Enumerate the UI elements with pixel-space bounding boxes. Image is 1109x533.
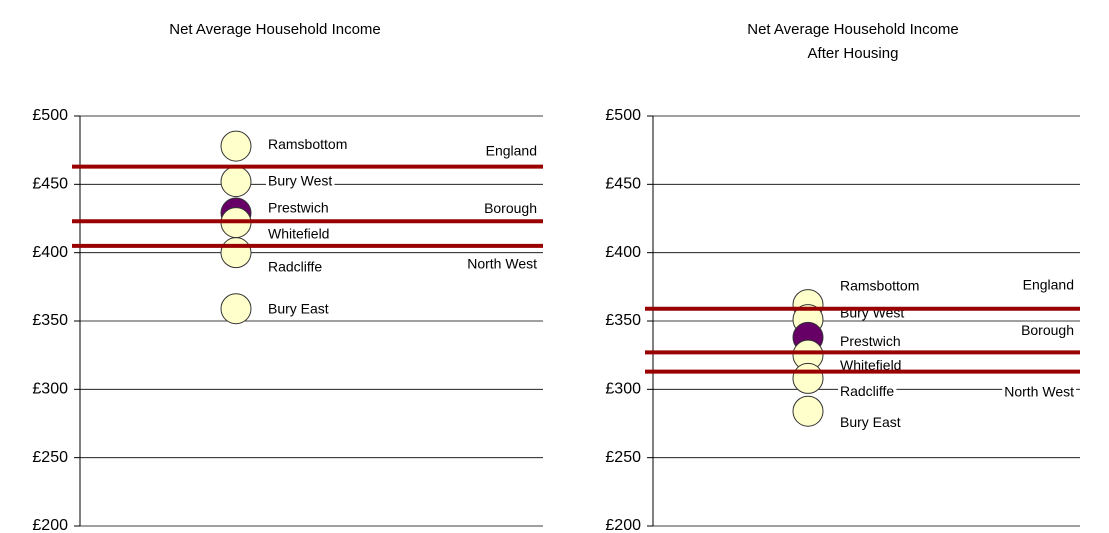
label-background: [838, 383, 897, 400]
reference-label: North West: [467, 256, 537, 272]
chart-title: Net Average Household Income: [169, 21, 381, 38]
label-background: [266, 258, 325, 275]
point-label: Ramsbottom: [840, 277, 919, 293]
label-background: [838, 333, 903, 350]
point-label: Whitefield: [268, 225, 329, 241]
data-point: [220, 293, 252, 325]
reference-label: North West: [1004, 383, 1074, 399]
reference-label: Borough: [1021, 322, 1074, 338]
label-background: [838, 277, 922, 294]
y-tick-label: £350: [32, 312, 68, 329]
label-background: [465, 255, 540, 272]
label-background: [266, 172, 335, 189]
point-label: Prestwich: [268, 200, 329, 216]
reference-label: England: [486, 142, 537, 158]
point-label: Bury East: [840, 414, 901, 430]
data-point: [792, 395, 824, 427]
label-background: [482, 199, 539, 216]
label-background: [483, 142, 539, 159]
label-background: [266, 225, 332, 242]
label-background: [1020, 276, 1076, 293]
label-background: [838, 413, 903, 430]
y-tick-label: £400: [32, 244, 68, 261]
label-background: [266, 135, 350, 152]
y-tick-label: £400: [605, 244, 641, 261]
point-label: Bury West: [268, 172, 332, 188]
reference-label: Borough: [484, 200, 537, 216]
point-label: Radcliffe: [840, 383, 894, 399]
point-label: Whitefield: [840, 357, 901, 373]
label-background: [1019, 322, 1076, 339]
label-background: [838, 356, 904, 373]
point-label: Radcliffe: [268, 258, 322, 274]
chart-title: Net Average Household Income: [747, 21, 959, 38]
y-tick-label: £250: [32, 449, 68, 466]
label-background: [266, 199, 331, 216]
point-label: Bury East: [268, 300, 329, 316]
data-point: [792, 362, 824, 394]
y-tick-label: £500: [32, 107, 68, 124]
data-point: [220, 237, 252, 269]
label-background: [266, 300, 331, 317]
y-tick-label: £450: [32, 176, 68, 193]
y-tick-label: £300: [605, 381, 641, 398]
reference-label: England: [1023, 276, 1074, 292]
y-tick-label: £300: [32, 381, 68, 398]
y-tick-label: £200: [605, 517, 641, 533]
y-tick-label: £450: [605, 176, 641, 193]
label-background: [1002, 383, 1077, 400]
data-point: [220, 130, 252, 162]
data-point: [220, 166, 252, 198]
point-label: Prestwich: [840, 333, 901, 349]
y-tick-label: £250: [605, 449, 641, 466]
chart-subtitle: After Housing: [808, 45, 899, 62]
y-tick-label: £350: [605, 312, 641, 329]
y-tick-label: £500: [605, 107, 641, 124]
y-tick-label: £200: [32, 517, 68, 533]
point-label: Ramsbottom: [268, 136, 347, 152]
